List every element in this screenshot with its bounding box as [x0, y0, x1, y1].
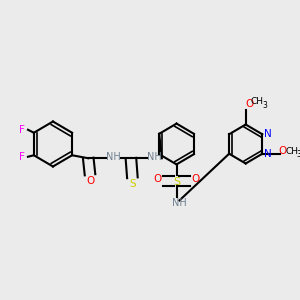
Text: CH: CH: [285, 147, 298, 156]
Text: NH: NH: [172, 198, 187, 208]
Text: CH: CH: [251, 98, 264, 106]
Text: O: O: [245, 99, 253, 109]
Text: F: F: [19, 125, 24, 135]
Text: O: O: [279, 146, 287, 156]
Text: N: N: [264, 129, 272, 139]
Text: O: O: [86, 176, 94, 186]
Text: NH: NH: [106, 152, 121, 162]
Text: F: F: [19, 152, 24, 162]
Text: O: O: [191, 174, 200, 184]
Text: S: S: [173, 177, 180, 188]
Text: S: S: [130, 179, 136, 189]
Text: O: O: [153, 174, 161, 184]
Text: 3: 3: [262, 100, 267, 109]
Text: 3: 3: [296, 150, 300, 159]
Text: NH: NH: [147, 152, 162, 162]
Text: N: N: [264, 149, 272, 159]
